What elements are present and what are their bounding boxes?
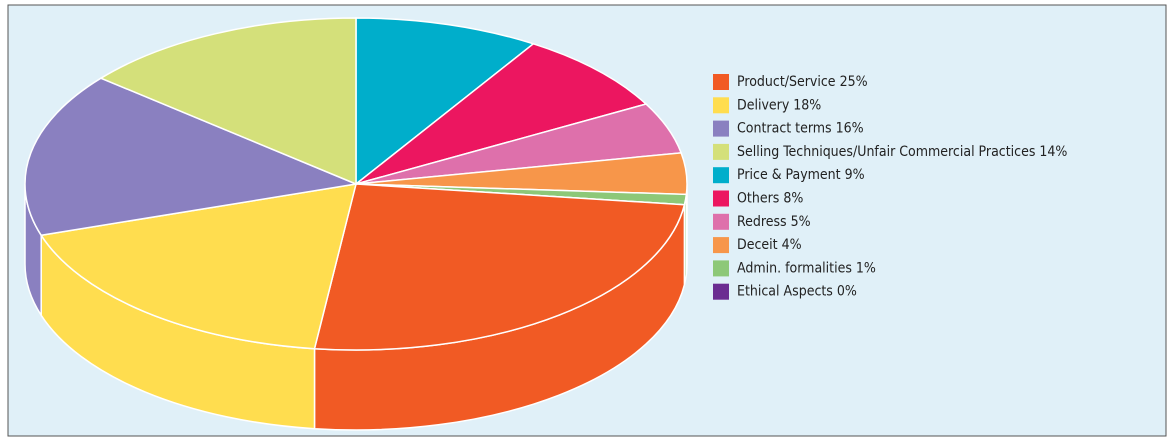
legend-swatch [713, 283, 729, 300]
legend-name: Price & Payment [737, 167, 841, 183]
pie-slice [355, 17, 535, 186]
legend-value: 4% [782, 237, 802, 253]
legend-value: 5% [791, 214, 811, 230]
legend-name: Selling Techniques/Unfair Commercial Pra… [737, 144, 1035, 160]
legend-swatch [713, 74, 729, 90]
legend-label: Redress 5% [737, 214, 811, 230]
legend-value: 18% [793, 97, 821, 113]
legend-label: Deceit 4% [737, 237, 802, 253]
legend-label: Price & Payment 9% [737, 167, 865, 183]
legend-label: Others 8% [737, 191, 803, 207]
legend-name: Product/Service [737, 74, 836, 90]
legend-name: Ethical Aspects [737, 284, 833, 300]
pie-slice [313, 183, 686, 351]
legend-swatch [713, 190, 729, 207]
legend-label: Admin. formalities 1% [737, 260, 876, 276]
pie-slice [39, 183, 358, 350]
legend-swatch [713, 167, 729, 184]
legend-value: 16% [836, 121, 864, 137]
legend-label: Product/Service 25% [737, 74, 868, 90]
legend-swatch [713, 143, 729, 160]
legend-name: Admin. formalities [737, 260, 852, 276]
legend-swatch [713, 97, 729, 114]
pie-slice [99, 17, 357, 186]
legend-swatch [713, 237, 729, 254]
pie-slice [24, 77, 359, 237]
legend-name: Redress [737, 214, 787, 230]
legend-value: 25% [840, 74, 868, 90]
legend-value: 14% [1039, 144, 1067, 160]
legend-value: 0% [837, 284, 857, 300]
legend-label: Ethical Aspects 0% [737, 284, 857, 300]
legend-swatch [713, 260, 729, 277]
legend-swatch [713, 213, 729, 230]
legend-value: 8% [783, 191, 803, 207]
legend-name: Contract terms [737, 121, 832, 137]
legend-label: Contract terms 16% [737, 121, 864, 137]
legend-label: Selling Techniques/Unfair Commercial Pra… [737, 144, 1067, 160]
pie-slice [355, 43, 648, 185]
legend-value: 1% [856, 260, 876, 276]
legend-label: Delivery 18% [737, 97, 821, 113]
legend-name: Deceit [737, 237, 778, 253]
legend-value: 9% [845, 167, 865, 183]
legend-name: Delivery [737, 97, 790, 113]
legend-swatch [713, 120, 729, 137]
legend-name: Others [737, 191, 779, 207]
